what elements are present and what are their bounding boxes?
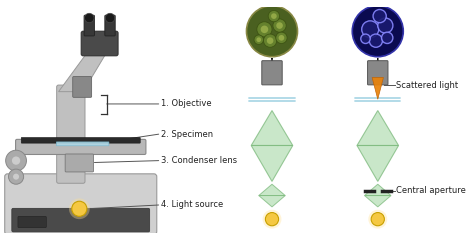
Polygon shape [251,145,293,181]
Circle shape [12,156,20,165]
FancyBboxPatch shape [18,216,46,228]
Circle shape [257,22,272,37]
Circle shape [6,150,27,171]
Polygon shape [259,196,285,207]
Circle shape [246,6,298,57]
Text: 4. Light source: 4. Light source [161,200,223,210]
Circle shape [267,37,273,44]
Circle shape [371,213,384,226]
Circle shape [362,21,379,38]
Polygon shape [251,111,293,145]
Text: 2. Specimen: 2. Specimen [161,130,213,139]
Circle shape [72,201,87,216]
Text: 1. Objective: 1. Objective [161,99,211,108]
Polygon shape [357,111,399,145]
Circle shape [369,34,383,47]
Polygon shape [357,145,399,181]
Circle shape [84,13,94,23]
FancyBboxPatch shape [73,77,91,97]
FancyBboxPatch shape [12,208,150,232]
Circle shape [352,6,403,57]
FancyBboxPatch shape [21,138,140,143]
Circle shape [279,35,284,41]
Text: Central aperture: Central aperture [396,186,465,195]
FancyBboxPatch shape [367,61,388,85]
FancyBboxPatch shape [65,154,93,172]
Circle shape [271,13,277,19]
Circle shape [265,213,279,226]
Circle shape [13,174,19,180]
FancyBboxPatch shape [84,15,94,36]
Circle shape [368,210,387,229]
FancyBboxPatch shape [56,142,109,146]
Text: 3. Condenser lens: 3. Condenser lens [161,156,237,165]
Circle shape [268,11,280,22]
FancyBboxPatch shape [81,31,118,56]
Circle shape [105,13,115,23]
Polygon shape [365,196,391,207]
Circle shape [276,32,287,43]
Circle shape [273,19,286,32]
Text: Scattered light: Scattered light [396,81,458,90]
Circle shape [276,22,283,29]
Circle shape [256,37,261,42]
Circle shape [378,18,393,33]
Circle shape [373,10,386,23]
FancyBboxPatch shape [5,174,157,234]
Polygon shape [365,184,391,196]
Polygon shape [59,49,109,92]
Circle shape [69,198,90,219]
Circle shape [382,32,393,43]
Circle shape [263,210,282,229]
Polygon shape [259,184,285,196]
Polygon shape [372,78,383,99]
FancyBboxPatch shape [57,85,85,183]
Circle shape [264,34,277,47]
FancyBboxPatch shape [262,61,282,85]
Circle shape [254,35,264,44]
FancyBboxPatch shape [16,139,146,155]
Circle shape [361,34,370,43]
Circle shape [261,25,268,33]
Circle shape [9,169,24,184]
FancyBboxPatch shape [105,15,115,36]
